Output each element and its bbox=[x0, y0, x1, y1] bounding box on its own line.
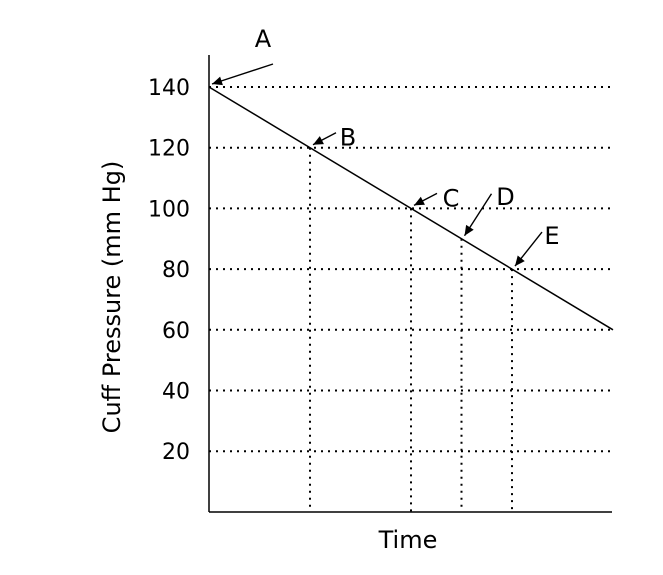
arrowhead-C bbox=[414, 196, 425, 206]
annotations-layer: A B C D E bbox=[211, 25, 560, 267]
annotation-label-C: C bbox=[443, 184, 460, 212]
y-tick-labels: 20 40 60 80 100 120 140 bbox=[148, 76, 190, 465]
y-axis-label: Cuff Pressure (mm Hg) bbox=[98, 161, 126, 434]
arrowhead-E bbox=[515, 255, 525, 267]
arrowhead-B bbox=[313, 136, 324, 145]
y-tick-label: 60 bbox=[162, 319, 190, 344]
pressure-line bbox=[208, 86, 614, 331]
grid-layer bbox=[209, 86, 612, 512]
y-tick-label: 80 bbox=[162, 258, 190, 283]
arrow-A bbox=[211, 63, 274, 85]
annotation-label-A: A bbox=[255, 25, 272, 53]
annotation-label-E: E bbox=[544, 222, 559, 250]
y-tick-label: 100 bbox=[148, 197, 190, 222]
y-tick-label: 140 bbox=[148, 76, 190, 101]
arrowhead-A bbox=[212, 76, 223, 86]
arrowhead-D bbox=[464, 224, 474, 236]
axes-layer bbox=[208, 55, 612, 513]
y-tick-label: 120 bbox=[148, 137, 190, 162]
series-layer bbox=[208, 86, 614, 331]
annotation-label-B: B bbox=[340, 124, 356, 152]
y-tick-label: 40 bbox=[162, 380, 190, 405]
annotation-label-D: D bbox=[496, 183, 514, 211]
y-tick-label: 20 bbox=[162, 440, 190, 465]
x-axis-label: Time bbox=[378, 526, 438, 554]
